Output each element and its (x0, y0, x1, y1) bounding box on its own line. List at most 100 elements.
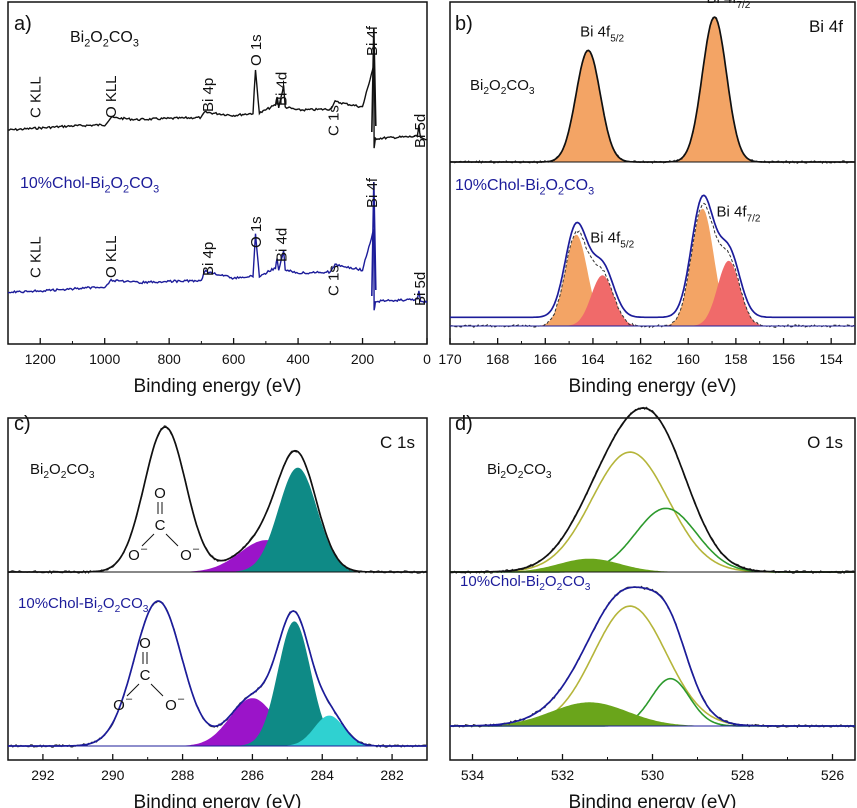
x-tick-label: 170 (438, 351, 462, 367)
envelope-line (450, 407, 855, 573)
peak-annotation: Bi 5d (412, 272, 429, 306)
series-name: Bi2​O2​CO3​ (470, 77, 535, 97)
svg-text:O: O (165, 697, 177, 714)
series-name: 10%Chol-Bi2​O2​CO3​ (455, 177, 594, 197)
x-axis-label: Binding energy (eV) (569, 376, 737, 397)
envelope-line (450, 194, 855, 319)
x-tick-label: 530 (641, 767, 665, 783)
x-tick-label: 400 (286, 351, 310, 367)
x-tick-label: 532 (551, 767, 575, 783)
svg-text:O: O (180, 547, 192, 564)
envelope-line (8, 600, 427, 747)
series-name: 10%Chol-Bi2​O2​CO3​ (18, 595, 149, 615)
fit-component (450, 50, 855, 162)
x-axis-label: Binding energy (eV) (134, 792, 302, 808)
fit-component-line (450, 507, 855, 573)
x-tick-label: 282 (380, 767, 404, 783)
svg-text:–: – (141, 543, 148, 555)
x-axis-label: Binding energy (eV) (569, 792, 737, 808)
carbonate-structure-icon: OCO – O – (128, 485, 200, 564)
peak-annotation: O 1s (248, 216, 265, 248)
fit-component (450, 208, 855, 326)
x-tick-label: 1000 (89, 351, 120, 367)
panel-d: 534 532 530 528 526 Binding energy (eV) d) O 1s (449, 406, 856, 808)
panel-letter: d) (455, 413, 473, 435)
x-tick-label: 164 (581, 351, 605, 367)
plot-frame (7, 1, 428, 345)
panel-letter: a) (14, 13, 32, 35)
x-tick-label: 1200 (25, 351, 56, 367)
x-tick-label: 600 (222, 351, 246, 367)
svg-text:–: – (193, 543, 200, 555)
fit-component (8, 698, 427, 746)
panel-label: O 1s (807, 433, 843, 452)
x-tick-label: 158 (724, 351, 748, 367)
peak-annotation: O KLL (103, 75, 120, 118)
plot-frame (449, 1, 856, 345)
fit-component (450, 275, 855, 326)
peak-annotation: Bi 4d (273, 72, 290, 106)
svg-text:–: – (178, 693, 185, 705)
raw-spectrum (449, 585, 856, 729)
x-tick-label: 200 (351, 351, 375, 367)
raw-spectrum (449, 202, 856, 329)
peak-annotation: Bi 4p (200, 242, 217, 276)
peak-annotation: C 1s (326, 105, 343, 136)
peak-label: Bi 4f5/2 (580, 23, 624, 44)
x-tick-label: 288 (171, 767, 195, 783)
x-tick-label: 526 (821, 767, 845, 783)
fit-component (450, 702, 855, 726)
fit-component (8, 467, 427, 572)
svg-text:O: O (128, 547, 140, 564)
series-name: Bi2​O2​CO3​ (487, 461, 552, 481)
peak-annotation: Bi 4p (200, 78, 217, 112)
carbonate-structure-icon: OCO – O – (113, 635, 185, 714)
fit-component (450, 234, 855, 326)
svg-text:–: – (126, 693, 133, 705)
svg-text:C: C (155, 517, 166, 534)
x-tick-label: 156 (772, 351, 796, 367)
peak-annotation: Bi 4f (364, 25, 381, 56)
peak-annotation: O 1s (248, 34, 265, 66)
series-name: 10%Chol-Bi2​O2​CO3​ (460, 573, 591, 593)
fit-component (8, 715, 427, 746)
panel-letter: b) (455, 13, 473, 35)
raw-spectrum (449, 17, 856, 165)
svg-text:O: O (154, 485, 166, 502)
survey-line (7, 229, 428, 311)
panel-label: Bi 4f (809, 17, 843, 36)
x-tick-label: 292 (31, 767, 55, 783)
series-name: 10%Chol-Bi2​O2​CO3​ (20, 175, 159, 195)
panel-c: 292 290 288 286 284 282 Binding energy (eV) c) C… (7, 413, 428, 808)
peak-label: Bi 4f7/2 (717, 204, 761, 225)
peak-annotation: C KLL (28, 76, 45, 118)
raw-spectrum (449, 406, 856, 575)
x-tick-label: 286 (241, 767, 265, 783)
panel-b: 170 168 166 164 162 160 158 156 154 Binding energ… (438, 0, 856, 397)
fit-component-line (450, 605, 855, 727)
peak-annotation: C KLL (28, 236, 45, 278)
svg-text:O: O (139, 635, 151, 652)
x-tick-label: 160 (677, 351, 701, 367)
x-tick-label: 166 (534, 351, 558, 367)
panel-a: 1200 1000 800 600 400 200 0 Binding energy (eV)… (7, 1, 431, 397)
x-tick-label: 154 (819, 351, 843, 367)
fit-component (450, 260, 855, 326)
panel-label: C 1s (380, 433, 415, 452)
peak-annotation: C 1s (326, 265, 343, 296)
fit-component-line (450, 677, 855, 727)
x-axis-label: Binding energy (eV) (134, 376, 302, 397)
raw-spectrum (7, 425, 428, 575)
envelope-line (8, 426, 427, 573)
x-tick-label: 528 (731, 767, 755, 783)
svg-text:O: O (113, 697, 125, 714)
peak-annotation: Bi 4d (273, 228, 290, 262)
series-name: Bi2​O2​CO3​ (30, 461, 95, 481)
x-tick-label: 534 (461, 767, 485, 783)
x-tick-label: 0 (423, 351, 431, 367)
x-tick-label: 284 (311, 767, 335, 783)
peak-annotation: Bi 5d (412, 114, 429, 148)
peak-label: Bi 4f7/2 (706, 0, 750, 11)
x-tick-label: 290 (101, 767, 125, 783)
x-tick-label: 800 (157, 351, 181, 367)
